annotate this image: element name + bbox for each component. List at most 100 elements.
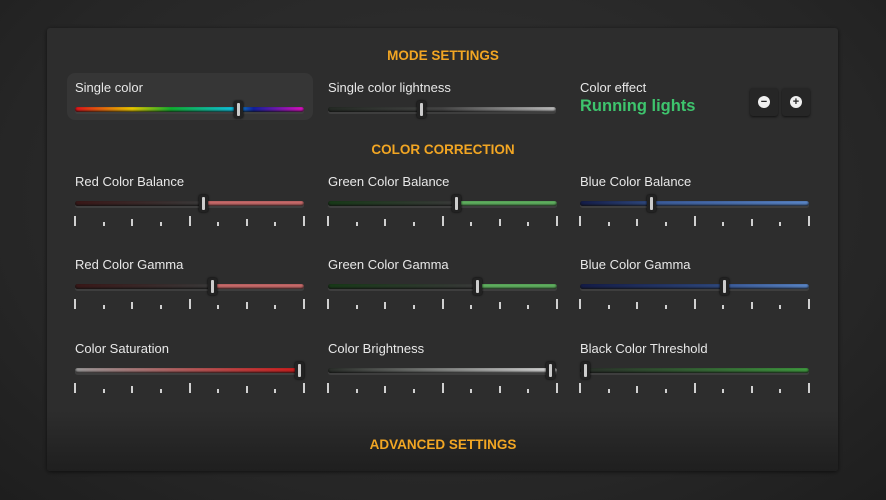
tick <box>808 383 810 393</box>
single-color-label: Single color <box>75 80 143 95</box>
single-color-highlight <box>67 73 313 120</box>
red-color-balance-slider[interactable] <box>75 195 304 212</box>
color-effect-label: Color effect <box>580 80 647 95</box>
tick-marks <box>327 381 558 393</box>
tick <box>217 389 220 393</box>
slider-thumb[interactable] <box>720 278 730 295</box>
tick <box>579 383 581 393</box>
tick <box>441 216 444 226</box>
tick <box>188 216 191 226</box>
tick <box>355 389 358 393</box>
single-color-lightness-slider[interactable] <box>328 101 556 118</box>
tick <box>808 216 810 226</box>
tick <box>636 219 639 226</box>
black-color-threshold-slider[interactable] <box>580 362 809 379</box>
slider-thumb[interactable] <box>646 195 656 212</box>
tick <box>217 222 220 226</box>
tick <box>664 222 667 226</box>
green-color-balance-label: Green Color Balance <box>328 174 450 189</box>
color-correction-heading: COLOR CORRECTION <box>371 142 515 157</box>
tick <box>74 216 76 226</box>
tick <box>412 389 415 393</box>
slider-thumb[interactable] <box>208 278 218 295</box>
tick <box>384 302 387 309</box>
single-color-slider[interactable] <box>75 101 304 118</box>
color-effect-value: Running lights <box>580 97 696 115</box>
tick <box>384 219 387 226</box>
tick <box>102 305 105 309</box>
tick <box>245 302 248 309</box>
tick <box>636 302 639 309</box>
color-saturation-label: Color Saturation <box>75 341 169 356</box>
tick-marks <box>579 381 810 393</box>
tick <box>74 383 76 393</box>
settings-panel <box>47 28 838 471</box>
tick <box>217 305 220 309</box>
slider-thumb[interactable] <box>233 101 243 118</box>
tick <box>750 302 753 309</box>
green-color-gamma-slider[interactable] <box>328 278 557 295</box>
tick <box>441 383 444 393</box>
blue-color-gamma-slider[interactable] <box>580 278 809 295</box>
tick <box>74 299 76 309</box>
slider-thumb[interactable] <box>417 101 427 118</box>
red-color-balance-label: Red Color Balance <box>75 174 185 189</box>
tick <box>159 389 162 393</box>
tick <box>274 305 277 309</box>
color-brightness-slider[interactable] <box>328 362 557 379</box>
tick <box>303 216 305 226</box>
green-color-balance-slider[interactable] <box>328 195 557 212</box>
tick <box>498 386 501 393</box>
tick <box>808 299 810 309</box>
tick <box>556 383 558 393</box>
tick-marks <box>579 297 810 309</box>
tick <box>131 302 134 309</box>
tick <box>412 305 415 309</box>
plus-circle-icon: + <box>790 96 802 108</box>
advanced-settings-section[interactable] <box>47 411 838 471</box>
tick <box>556 299 558 309</box>
blue-color-balance-label: Blue Color Balance <box>580 174 692 189</box>
slider-thumb[interactable] <box>295 362 305 379</box>
black-color-threshold-label: Black Color Threshold <box>580 341 708 356</box>
tick <box>607 222 610 226</box>
tick <box>693 216 696 226</box>
tick-marks <box>327 214 558 226</box>
tick <box>636 386 639 393</box>
tick-marks <box>327 297 558 309</box>
tick <box>245 219 248 226</box>
tick <box>327 216 329 226</box>
tick <box>750 386 753 393</box>
slider-thumb[interactable] <box>546 362 556 379</box>
tick <box>245 386 248 393</box>
previous-effect-button[interactable]: − <box>750 88 778 116</box>
tick <box>779 222 782 226</box>
tick <box>303 299 305 309</box>
tick <box>527 305 530 309</box>
tick <box>722 305 725 309</box>
advanced-settings-heading[interactable]: ADVANCED SETTINGS <box>369 437 517 452</box>
tick-marks <box>74 297 305 309</box>
slider-thumb[interactable] <box>472 278 482 295</box>
blue-color-balance-slider[interactable] <box>580 195 809 212</box>
tick <box>470 222 473 226</box>
color-saturation-slider[interactable] <box>75 362 305 379</box>
tick <box>327 299 329 309</box>
red-color-gamma-slider[interactable] <box>75 278 304 295</box>
slider-thumb[interactable] <box>580 362 590 379</box>
tick <box>693 383 696 393</box>
tick <box>722 222 725 226</box>
minus-circle-icon: − <box>758 96 770 108</box>
slider-thumb[interactable] <box>199 195 209 212</box>
next-effect-button[interactable]: + <box>782 88 810 116</box>
tick <box>607 389 610 393</box>
slider-thumb[interactable] <box>452 195 462 212</box>
tick <box>527 389 530 393</box>
mode-settings-heading: MODE SETTINGS <box>387 48 499 63</box>
tick <box>188 383 191 393</box>
tick <box>607 305 610 309</box>
tick <box>274 389 277 393</box>
tick <box>664 389 667 393</box>
tick <box>779 389 782 393</box>
tick-marks <box>579 214 810 226</box>
